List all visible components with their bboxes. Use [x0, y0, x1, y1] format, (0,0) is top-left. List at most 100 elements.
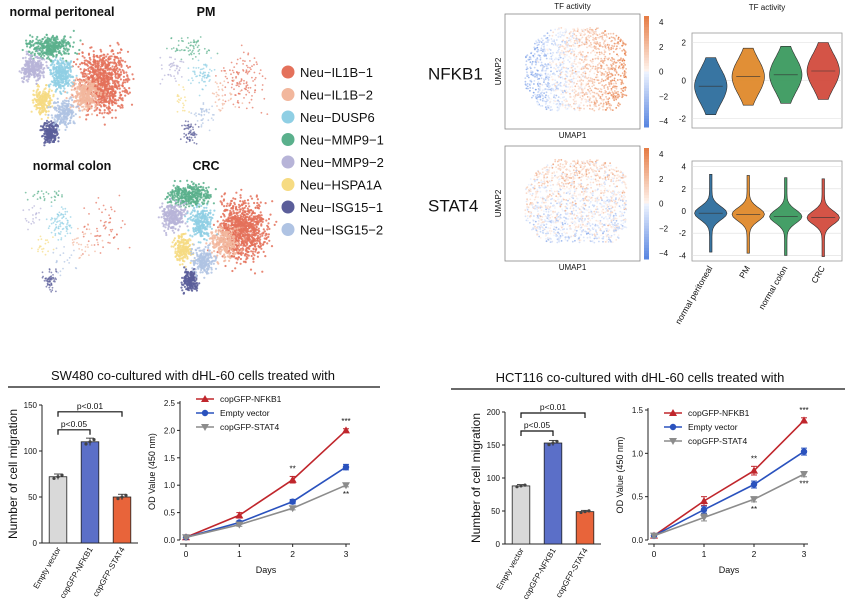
significance-stars: *** — [799, 406, 808, 415]
data-point — [750, 481, 758, 488]
significance-stars: *** — [341, 417, 350, 426]
colorbar-segment — [644, 60, 649, 64]
line-ytick: 0.0 — [632, 536, 644, 545]
bar-0 — [511, 485, 531, 545]
colorbar-segment — [644, 57, 649, 61]
significance-stars: ** — [751, 505, 757, 514]
umap-title: normal colon — [33, 159, 111, 173]
colorbar-segment — [644, 38, 649, 42]
colorbar-segment — [644, 104, 649, 109]
data-point — [519, 484, 523, 488]
colorbar-segment — [644, 35, 649, 39]
violin-category-label: CRC — [809, 264, 827, 285]
series-copgfp-stat4: ***** — [650, 471, 809, 540]
colorbar-segment — [644, 74, 649, 78]
series-line — [185, 466, 347, 539]
data-point — [523, 483, 527, 487]
colorbar-segment — [644, 256, 649, 260]
tf-row-label: NFKB1 — [428, 65, 483, 84]
legend-label: copGFP-STAT4 — [220, 422, 279, 432]
colorbar-segment — [644, 24, 649, 28]
legend-swatch — [281, 88, 295, 101]
umap-plot-4: CRC — [157, 159, 278, 295]
colorbar-tick: 2 — [659, 175, 664, 184]
legend-entry: Neu−HSPA1A — [281, 178, 382, 193]
colorbar-segment — [644, 93, 649, 97]
line-legend-entry: copGFP-NFKB1 — [196, 394, 282, 404]
colorbar-segment — [644, 225, 649, 229]
data-point — [800, 448, 808, 455]
colorbar-segment — [644, 234, 649, 238]
line-legend-entry: copGFP-STAT4 — [664, 436, 747, 446]
colorbar-segment — [644, 211, 649, 216]
colorbar-segment — [644, 124, 649, 128]
data-point — [650, 532, 658, 540]
colorbar-segment — [644, 29, 649, 34]
colorbar-tick: −4 — [659, 117, 669, 126]
umap-plot-2: PM — [159, 5, 269, 145]
line-ytick: 2.0 — [164, 426, 176, 435]
series-line — [653, 419, 805, 537]
legend-label: Neu−DUSP6 — [300, 110, 375, 125]
violin-title: TF activity — [749, 3, 785, 12]
bar-ytick: 50 — [491, 507, 500, 516]
line-xtick: 1 — [237, 549, 242, 559]
series-line — [653, 473, 805, 537]
line-chart-2: 0.0 0.5 1.0 1.5 2.0 2.5 0 1 2 3 Days OD Value (450 … — [147, 394, 351, 575]
umap-title: PM — [197, 5, 216, 19]
data-point — [120, 495, 124, 499]
line-xtick: 0 — [184, 549, 189, 559]
colorbar-segment — [644, 46, 649, 50]
violin-category-label: PM — [737, 264, 752, 280]
bar-1 — [543, 442, 563, 545]
data-point — [515, 485, 519, 489]
colorbar-segment — [644, 16, 649, 20]
legend-entry: Neu−MMP9−1 — [281, 133, 384, 148]
legend-label: copGFP-NFKB1 — [688, 408, 750, 418]
p-value-label: p<0.05 — [524, 420, 551, 430]
colorbar-segment — [644, 150, 649, 155]
colorbar-segment — [644, 200, 649, 204]
legend-label: copGFP-NFKB1 — [220, 394, 282, 404]
data-point — [579, 510, 583, 515]
violin-category-label: normal peritoneal — [673, 264, 715, 326]
legend-swatch — [281, 178, 295, 191]
colorbar-segment — [644, 63, 649, 67]
colorbar-segment — [644, 107, 649, 111]
experiment-title: SW480 co-cultured with dHL-60 cells trea… — [51, 368, 335, 383]
colorbar-segment — [644, 161, 649, 166]
data-point — [92, 437, 96, 442]
bar-ytick: 100 — [24, 447, 38, 456]
bar-category-label: copGFP-STAT4 — [91, 545, 127, 598]
tf-umap-xlabel: UMAP1 — [559, 263, 587, 272]
data-point — [288, 505, 297, 513]
data-point — [700, 497, 708, 504]
bar-0 — [48, 476, 68, 544]
violin-ytick: 2 — [682, 39, 687, 48]
colorbar-segment — [644, 159, 649, 163]
colorbar-segment — [644, 184, 649, 188]
legend-label: Empty vector — [688, 422, 738, 432]
colorbar-segment — [644, 253, 649, 257]
umap-points — [18, 29, 135, 147]
colorbar-tick: 4 — [659, 18, 664, 27]
umap-points — [22, 190, 131, 293]
colorbar-segment — [644, 156, 649, 160]
series-copgfp-nfkb1: ***** — [182, 417, 351, 541]
colorbar-segment — [644, 189, 649, 193]
series-line — [185, 484, 347, 539]
line-xlabel: Days — [719, 565, 740, 575]
line-xtick: 3 — [802, 549, 807, 559]
significance-bracket — [520, 430, 554, 437]
colorbar-tick: −2 — [659, 224, 669, 233]
legend-label: Neu−MMP9−2 — [300, 155, 384, 170]
data-point — [555, 439, 559, 444]
legend-label: Neu−MMP9−1 — [300, 133, 384, 148]
legend-label: copGFP-STAT4 — [688, 436, 747, 446]
colorbar-segment — [644, 172, 649, 177]
data-point — [342, 426, 350, 434]
tf-title: TF activity — [554, 2, 590, 11]
violin-ytick: 0 — [682, 207, 687, 216]
colorbar-segment — [644, 181, 649, 185]
